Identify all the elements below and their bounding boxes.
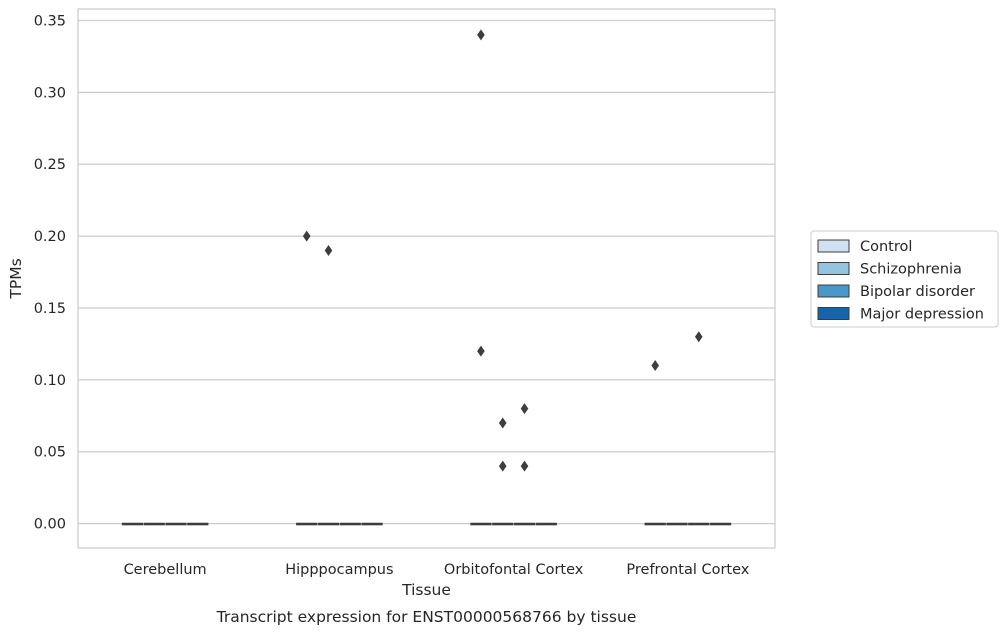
outlier-point [477,345,485,357]
legend-swatch [817,262,850,275]
y-tick-label: 0.20 [34,229,66,245]
y-tick-label: 0.30 [34,85,66,101]
legend: Control Schizophrenia Bipolar disorder Majo… [810,230,999,328]
x-tick-label: Hipppocampus [285,562,393,578]
y-tick-label: 0.25 [34,157,66,173]
y-tick-label: 0.15 [34,301,66,317]
outlier-point [694,331,703,343]
outlier-point [324,244,333,256]
outliers [302,29,703,472]
x-tick-label: Cerebellum [124,562,207,578]
plot-frame [77,8,776,549]
legend-item: Schizophrenia [817,262,962,278]
x-tick-labels: Cerebellum Hipppocampus Orbitofontal Corte… [124,562,750,578]
legend-frame [810,230,999,328]
legend-label: Control [860,239,912,255]
legend-item: Bipolar disorder [817,284,975,300]
legend-label: Bipolar disorder [860,284,975,300]
chart-caption: Transcript expression for ENST0000056876… [216,608,637,626]
legend-label: Schizophrenia [860,262,962,278]
outlier-point [477,29,485,41]
outlier-point [302,230,311,242]
legend-item: Control [817,239,912,255]
outlier-point [651,359,660,371]
y-tick-label: 0.00 [34,517,66,533]
y-axis-label: TPMs [7,258,25,299]
outlier-point [520,403,529,415]
y-tick-label: 0.10 [34,373,66,389]
y-tick-label: 0.35 [34,13,66,29]
outlier-point [498,417,507,429]
legend-swatch [817,284,850,298]
y-tick-labels: 0.00 0.05 0.10 0.15 0.20 0.25 0.30 0.35 [34,13,66,532]
outlier-point [498,460,507,472]
legend-label: Major depression [860,307,984,323]
legend-swatch [817,239,850,253]
legend-swatch [817,307,850,320]
x-tick-label: Prefrontal Cortex [626,562,749,578]
boxes [121,522,732,526]
x-axis-label: Tissue [401,581,451,599]
outlier-point [520,460,529,472]
x-tick-label: Orbitofontal Cortex [444,562,584,578]
grid [78,19,775,525]
legend-item: Major depression [817,307,984,323]
y-tick-label: 0.05 [34,445,66,461]
